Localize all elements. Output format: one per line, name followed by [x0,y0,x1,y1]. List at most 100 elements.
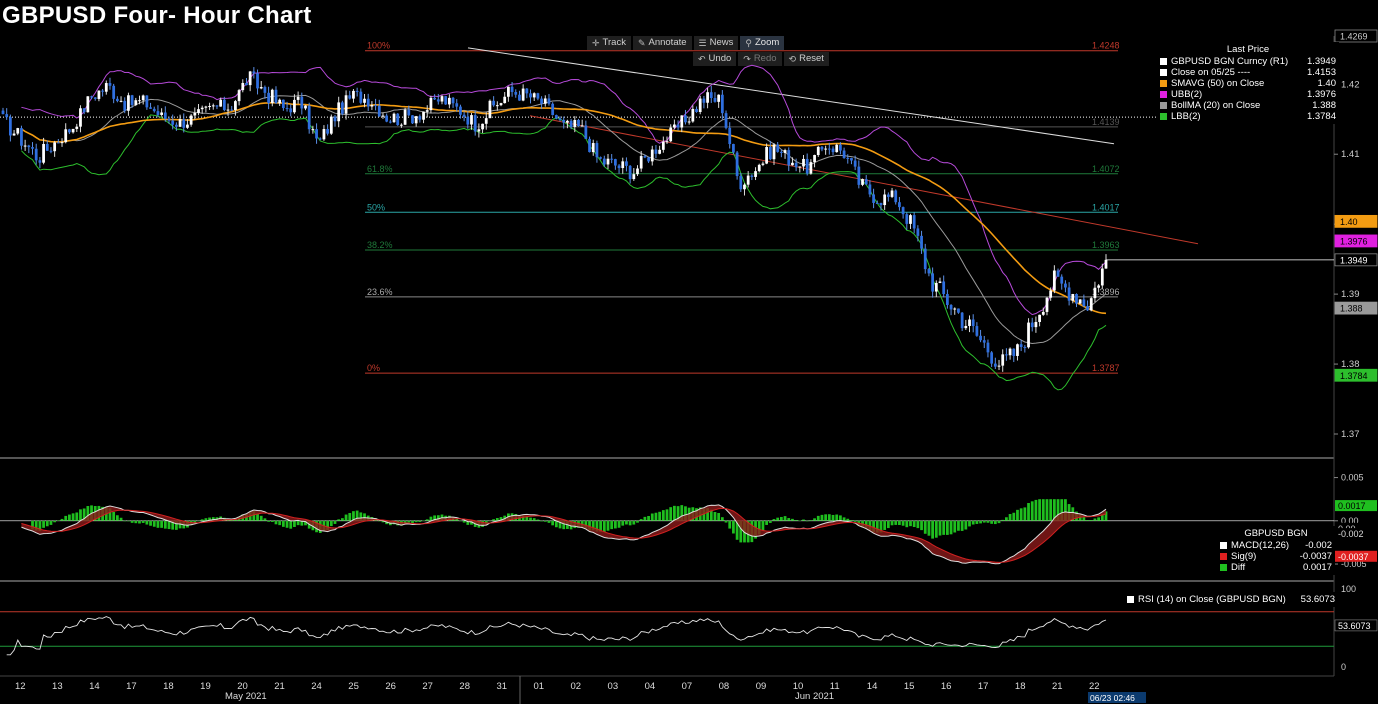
macd-histogram-bar [779,516,783,521]
candle-body [1012,348,1016,356]
candle-body [794,162,798,168]
fib-value-label: 1.4072 [1092,164,1120,174]
macd-histogram-bar [824,514,828,521]
main-legend-swatch [1160,102,1167,109]
undo-button[interactable]: ↶ Undo [693,52,737,66]
macd-histogram-bar [547,520,551,523]
candle-body [724,113,728,128]
macd-histogram-bar [285,520,289,528]
macd-histogram-bar [654,512,658,521]
macd-histogram-bar [492,519,496,521]
macd-histogram-bar [809,520,813,521]
reset-button[interactable]: ⟲ Reset [783,52,829,66]
candle-body [628,165,632,180]
price-tag [1334,301,1378,315]
candle-body [831,148,835,153]
candle-body [968,319,971,326]
macd-histogram-bar [717,513,721,521]
candle-body [451,97,455,104]
candle-body [1045,297,1049,312]
candle-body [728,127,732,145]
candle-body [853,160,857,167]
date-tick-label: 14 [89,681,100,692]
candle-body [45,143,49,151]
candle-body [647,157,650,162]
annotate-button[interactable]: ✎ Annotate [632,36,692,50]
candle-body [337,102,341,122]
macd-histogram-bar [905,520,909,528]
undo-label: Undo [708,53,732,64]
candle-body [558,118,562,120]
candle-body [326,129,330,134]
macd-histogram-bar [960,520,964,531]
macd-histogram-bar [813,518,816,521]
macd-histogram-bar [1027,503,1030,521]
macd-histogram-bar [1041,499,1045,521]
macd-histogram-bar [326,520,330,531]
macd-histogram-bar [470,520,473,525]
date-tick-label: 07 [682,681,693,692]
candle-body [12,133,16,136]
candle-body [370,105,374,107]
macd-histogram-bar [208,517,211,521]
candle-body [433,97,436,100]
macd-histogram-bar [359,512,363,521]
candle-body [1067,287,1071,301]
candle-body [318,138,322,140]
candle-body [1104,259,1108,269]
main-legend-name: LBB(2) [1171,111,1201,122]
candle-body [237,90,241,102]
track-button[interactable]: ✛ Track [587,36,631,50]
main-legend: Last Price GBPUSD BGN Curncy (R1) 1.3949 C… [1157,42,1339,124]
macd-histogram-bar [1012,512,1016,521]
macd-histogram-bar [344,514,348,521]
macd-line [21,504,1107,565]
main-legend-row: UBB(2) 1.3976 [1160,89,1336,100]
macd-histogram-bar [957,520,960,531]
macd-legend-value: -0.002 [1305,540,1332,551]
candle-body [875,202,879,204]
main-legend-name: BollMA (20) on Close [1171,100,1261,111]
macd-histogram-bar [304,520,307,526]
candle-body [665,141,669,143]
candle-body [1100,268,1104,286]
macd-histogram-bar [632,520,636,525]
candle-body [263,87,267,93]
candle-body [573,119,577,127]
macd-histogram-bar [178,520,182,529]
candle-body [329,116,333,134]
price-tag [1334,234,1378,248]
macd-histogram-bar [831,514,835,521]
candle-body [757,164,761,172]
macd-histogram-bar [875,520,879,533]
candle-body [864,179,868,185]
candle-body [1027,322,1030,348]
macd-histogram-bar [60,518,64,521]
macd-value-tag [1335,528,1377,540]
redo-button[interactable]: ↷ Redo [738,52,782,66]
candle-body [643,156,647,158]
macd-histogram-bar [606,520,610,531]
price-tick-label: 1.39 [1341,289,1360,300]
macd-histogram-bar [776,517,780,521]
candle-body [636,168,639,175]
candle-body [245,82,248,86]
macd-histogram-bar [536,519,540,521]
macd-histogram-bar [938,520,942,536]
candle-body [27,145,31,148]
macd-histogram-bar [636,520,639,523]
candle-body [835,144,839,153]
candle-body [632,174,636,180]
candle-body [49,150,53,152]
candle-body [422,111,425,120]
candle-body [824,148,828,150]
zoom-button[interactable]: ⚲ Zoom [740,36,785,50]
macd-histogram-bar [1038,499,1041,521]
date-tick-label: 03 [608,681,619,692]
macd-histogram-bar [1005,517,1008,521]
news-button[interactable]: ☰ News [693,36,739,50]
candle-body [997,365,1001,367]
macd-histogram-bar [348,513,352,521]
candle-body [816,146,820,156]
